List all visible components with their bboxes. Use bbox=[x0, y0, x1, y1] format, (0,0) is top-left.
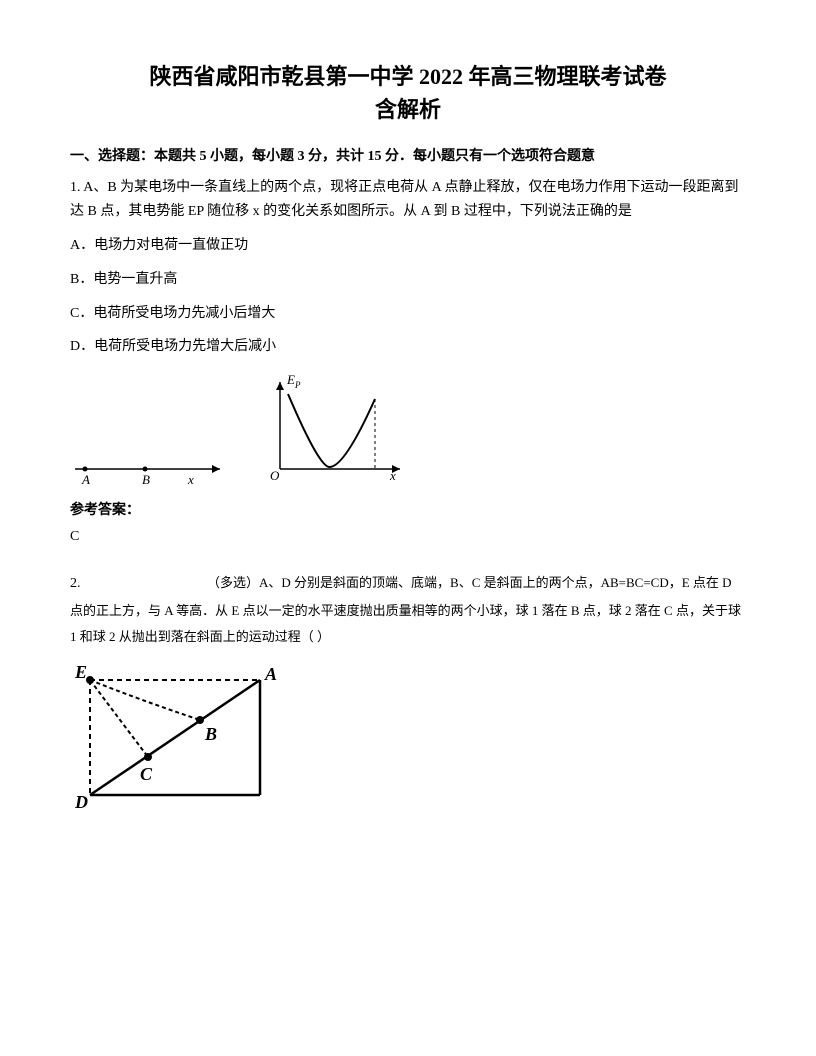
q1-option-d: D．电荷所受电场力先增大后减小 bbox=[70, 335, 746, 359]
label-O: O bbox=[270, 468, 280, 483]
q1-ep-curve-diagram: E P O x bbox=[260, 374, 410, 484]
q1-diagram-row: A B x E P O x bbox=[70, 374, 746, 484]
q2-block: 2. （多选）A、D 分别是斜面的顶端、底端，B、C 是斜面上的两个点，AB=B… bbox=[70, 570, 746, 650]
q2-label-E: E bbox=[74, 662, 87, 682]
q2-label-D: D bbox=[74, 792, 88, 810]
q1-option-c: C．电荷所受电场力先减小后增大 bbox=[70, 302, 746, 326]
q1-axis-diagram: A B x bbox=[70, 444, 230, 484]
q2-label-C: C bbox=[140, 764, 153, 784]
q2-label-A: A bbox=[264, 664, 277, 684]
q1-answer: C bbox=[70, 529, 746, 545]
q2-stem: （多选）A、D 分别是斜面的顶端、底端，B、C 是斜面上的两个点，AB=BC=C… bbox=[70, 575, 741, 644]
label-Ep: E bbox=[286, 374, 295, 387]
q1-option-b: B．电势一直升高 bbox=[70, 268, 746, 292]
label-x2: x bbox=[389, 468, 396, 483]
q2-number: 2. bbox=[70, 576, 81, 591]
section-1-header: 一、选择题：本题共 5 小题，每小题 3 分，共计 15 分．每小题只有一个选项… bbox=[70, 146, 746, 168]
label-Ep-sub: P bbox=[294, 380, 301, 390]
q2-label-B: B bbox=[204, 724, 217, 744]
title-line-2: 含解析 bbox=[70, 93, 746, 126]
page-title: 陕西省咸阳市乾县第一中学 2022 年高三物理联考试卷 含解析 bbox=[70, 60, 746, 126]
q1-option-a: A．电场力对电荷一直做正功 bbox=[70, 234, 746, 258]
label-x: x bbox=[187, 472, 194, 484]
q1-answer-label: 参考答案： bbox=[70, 499, 746, 519]
q2-triangle-diagram: E A B C D bbox=[70, 660, 280, 810]
label-A: A bbox=[81, 472, 90, 484]
q1-stem: 1. A、B 为某电场中一条直线上的两个点，现将正点电荷从 A 点静止释放，仅在… bbox=[70, 176, 746, 224]
title-line-1: 陕西省咸阳市乾县第一中学 2022 年高三物理联考试卷 bbox=[70, 60, 746, 93]
label-B: B bbox=[142, 472, 150, 484]
